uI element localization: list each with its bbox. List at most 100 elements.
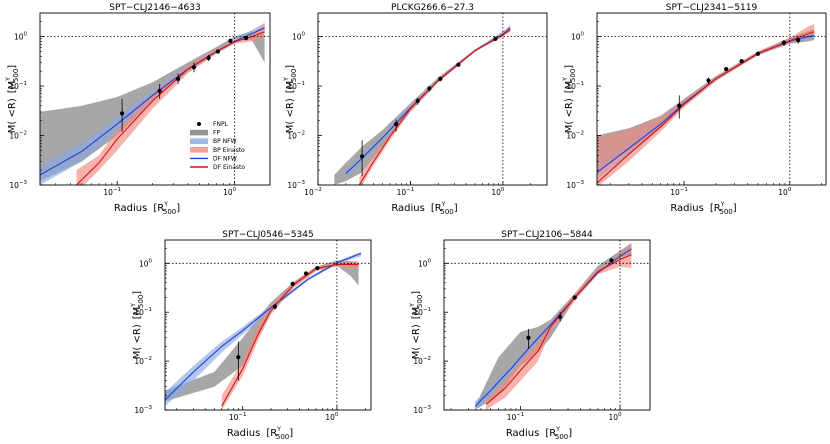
fnpl-point bbox=[360, 140, 365, 177]
y-axis-unit-sub: 500 bbox=[12, 69, 20, 82]
data-point bbox=[157, 88, 162, 93]
y-axis-bracket-close: ] bbox=[411, 291, 422, 295]
line-df-einasto bbox=[597, 31, 815, 184]
y-axis-unit-sup: Y bbox=[5, 77, 12, 82]
data-point bbox=[236, 355, 241, 360]
y-tick-base: 10 bbox=[413, 406, 423, 415]
legend-entry-df-nfw: DF NFW bbox=[190, 155, 237, 162]
fnpl-point bbox=[215, 49, 220, 54]
data-point bbox=[438, 76, 443, 81]
axes-frame bbox=[39, 12, 271, 186]
y-tick-exponent: 0 bbox=[149, 258, 153, 264]
y-tick-base: 10 bbox=[9, 132, 19, 141]
fnpl-point bbox=[191, 62, 197, 73]
band-bp-einasto bbox=[597, 24, 815, 185]
y-tick-label: 10−3 bbox=[9, 180, 27, 190]
y-tick-base: 10 bbox=[292, 33, 302, 42]
y-axis-main: M( <R) bbox=[411, 324, 422, 359]
y-tick-exponent: −1 bbox=[297, 81, 305, 87]
x-axis-label: Radius [RY 500] bbox=[391, 201, 457, 216]
y-tick-base: 10 bbox=[418, 259, 428, 268]
fnpl-point bbox=[243, 36, 249, 41]
y-tick-label: 100 bbox=[418, 258, 432, 268]
y-axis-label: M( <R) [MY500] bbox=[5, 65, 20, 134]
y-tick-label: 100 bbox=[139, 258, 153, 268]
fnpl-point bbox=[228, 38, 233, 43]
x-axis-label: Radius [RY 500] bbox=[227, 426, 293, 441]
data-point bbox=[119, 111, 125, 116]
y-axis-bracket-close: ] bbox=[564, 65, 575, 69]
fnpl-point bbox=[157, 84, 162, 99]
y-axis-bracket-open: [ bbox=[564, 89, 575, 93]
plot-area bbox=[165, 240, 371, 410]
x-axis-bracket-open: [ bbox=[431, 203, 435, 214]
line-df-einasto bbox=[358, 28, 511, 185]
y-tick-base: 10 bbox=[287, 181, 297, 190]
x-tick-exponent: −2 bbox=[314, 187, 322, 193]
y-tick-exponent: −1 bbox=[19, 81, 27, 87]
y-axis-main: M( <R) bbox=[564, 98, 575, 133]
y-tick-base: 10 bbox=[134, 308, 144, 317]
y-tick-exponent: −1 bbox=[576, 81, 584, 87]
legend-swatch-band bbox=[190, 129, 208, 136]
x-tick-exponent: −1 bbox=[680, 187, 688, 193]
y-tick-label: 10−2 bbox=[566, 131, 584, 141]
fnpl-point bbox=[415, 97, 420, 105]
data-point bbox=[781, 40, 787, 45]
y-tick-base: 10 bbox=[287, 132, 297, 141]
y-tick-base: 10 bbox=[134, 357, 144, 366]
fnpl-point bbox=[394, 119, 399, 132]
plot-area bbox=[318, 13, 547, 185]
data-point bbox=[394, 122, 399, 127]
x-axis-unit: R bbox=[549, 428, 556, 439]
y-tick-base: 10 bbox=[139, 259, 149, 268]
y-tick-base: 10 bbox=[14, 33, 24, 42]
plot-area bbox=[40, 13, 270, 185]
plot-area bbox=[444, 240, 650, 410]
y-axis-unit-sub: 500 bbox=[290, 69, 298, 82]
data-point bbox=[243, 36, 249, 41]
data-point bbox=[724, 67, 729, 72]
data-point bbox=[290, 281, 295, 286]
x-axis-main: Radius bbox=[227, 428, 261, 439]
data-point bbox=[303, 271, 309, 276]
y-tick-exponent: −3 bbox=[19, 180, 28, 186]
y-tick-base: 10 bbox=[287, 82, 297, 91]
x-axis-main: Radius bbox=[670, 203, 704, 214]
panel-3: 10−1 10010−310−210−1100SPT−CLJ2341−5119Ra… bbox=[562, 3, 827, 216]
fnpl-point bbox=[272, 304, 278, 310]
x-tick-base: 10 bbox=[103, 188, 113, 197]
x-axis-bracket-open: [ bbox=[545, 428, 549, 439]
panel-title: PLCKG266.6−27.3 bbox=[391, 3, 474, 13]
y-tick-exponent: −2 bbox=[19, 131, 27, 137]
y-axis-unit-sub: 500 bbox=[416, 295, 424, 308]
line-df-nfw bbox=[165, 252, 362, 401]
legend-entry-df-einasto: DF Einasto bbox=[190, 164, 245, 171]
y-axis-bracket-close: ] bbox=[285, 65, 296, 69]
y-axis-unit: M bbox=[411, 307, 422, 316]
y-tick-exponent: 0 bbox=[581, 32, 585, 38]
x-axis-label: Radius [RY 500] bbox=[114, 201, 180, 216]
x-tick-exponent: 0 bbox=[335, 412, 339, 418]
fnpl-point bbox=[493, 36, 498, 41]
x-tick-base: 10 bbox=[491, 188, 501, 197]
panel-title: SPT−CLJ0546−5345 bbox=[222, 230, 313, 240]
y-axis-main: M( <R) bbox=[7, 98, 18, 133]
legend-label: BP NFW bbox=[213, 138, 237, 145]
x-tick-label: 10−1 bbox=[103, 187, 121, 197]
axes-frame bbox=[317, 12, 548, 186]
y-tick-label: 10−1 bbox=[9, 81, 27, 91]
axes-frame bbox=[443, 239, 651, 411]
fnpl-point bbox=[558, 312, 563, 322]
data-point bbox=[228, 38, 233, 43]
y-axis-bracket-close: ] bbox=[132, 291, 143, 295]
x-tick-base: 10 bbox=[223, 188, 233, 197]
x-axis-unit-sub: 500 bbox=[440, 208, 453, 216]
legend-entry-bp-einasto: BP Einasto bbox=[190, 147, 245, 154]
x-axis-unit-sup: Y bbox=[163, 201, 168, 208]
fnpl-point bbox=[290, 281, 295, 286]
data-point bbox=[755, 51, 761, 56]
data-point bbox=[526, 335, 531, 340]
y-tick-exponent: −3 bbox=[576, 180, 585, 186]
